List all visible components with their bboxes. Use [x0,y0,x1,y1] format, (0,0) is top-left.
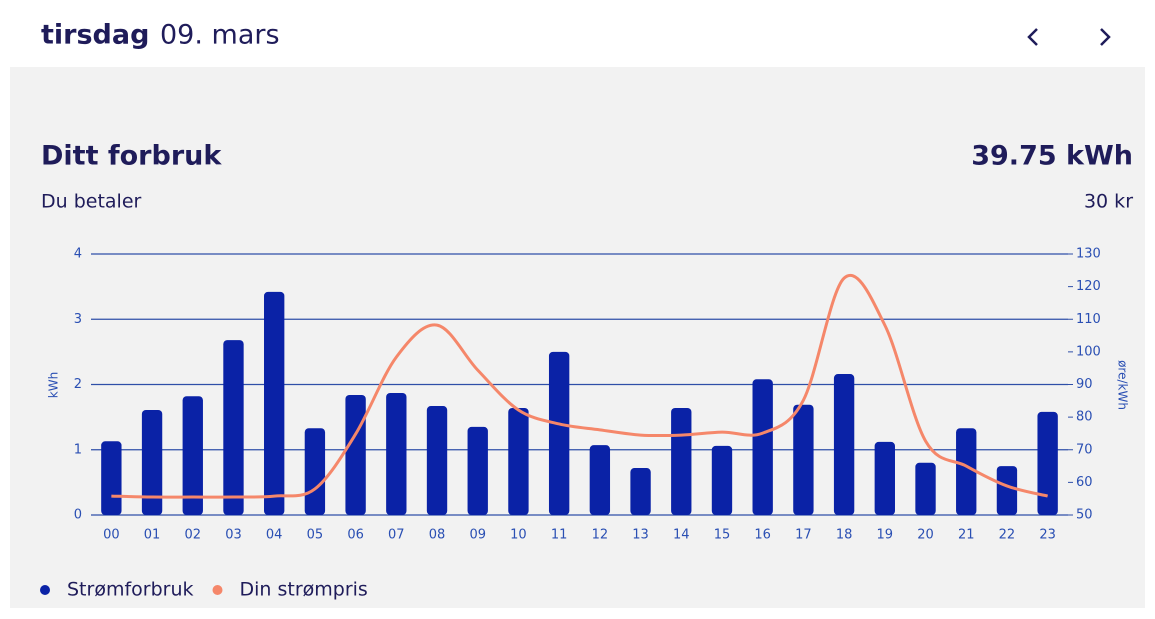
x-tick-label: 20 [917,528,934,543]
x-tick-label: 04 [266,528,283,543]
x-tick-label: 08 [429,528,446,543]
bar [874,441,895,515]
x-tick-label: 22 [999,528,1016,543]
pay-label: Du betaler [41,191,142,213]
bar [101,441,122,515]
y2-tick-label: 70 [1076,442,1093,457]
next-day[interactable] [1100,28,1111,46]
y2-tick-label: 90 [1076,377,1093,392]
x-tick-label: 10 [510,528,527,543]
x-tick-label: 19 [877,528,894,543]
summary-title: Ditt forbruk [41,141,222,172]
x-tick-label: 16 [754,528,771,543]
bar [793,404,814,515]
y-tick-label: 0 [74,508,82,523]
bar [996,466,1018,515]
x-tick-label: 11 [551,528,568,543]
bar [386,392,407,515]
y-axis-title: kWh [47,372,61,398]
x-tick-label: 12 [592,528,609,543]
x-tick-label: 00 [103,528,120,543]
prev-day[interactable] [1027,28,1038,46]
bar [671,407,692,515]
bar [589,445,611,515]
x-tick-label: 03 [225,528,242,543]
legend-marker[interactable] [40,585,50,595]
x-tick-label: 05 [307,528,324,543]
legend-label[interactable]: Strømforbruk [67,579,194,601]
pay-amount: 30 kr [1084,191,1133,213]
bar [426,406,448,515]
x-tick-label: 15 [714,528,731,543]
y2-tick-label: 60 [1076,475,1093,490]
bar [915,462,936,515]
bar [956,428,977,515]
x-tick-label: 01 [144,528,161,543]
x-tick-label: 17 [795,528,812,543]
x-tick-label: 13 [632,528,649,543]
legend-marker[interactable] [212,585,223,595]
legend-label[interactable]: Din strømpris [240,579,368,601]
bar [548,351,570,515]
y2-tick-label: 50 [1076,508,1093,523]
bar [141,409,163,515]
panel [10,67,1145,608]
y2-tick-label: 130 [1076,247,1101,262]
bar [467,426,488,515]
y-tick-label: 4 [74,247,82,262]
y2-axis-title: øre/kWh [1116,360,1130,410]
x-tick-label: 23 [1039,528,1056,543]
bar [304,428,326,515]
x-tick-label: 18 [836,528,853,543]
x-tick-label: 14 [673,528,690,543]
x-tick-label: 07 [388,528,405,543]
x-tick-label: 02 [184,528,201,543]
bar [752,379,773,515]
bar [1037,411,1058,515]
x-tick-label: 21 [958,528,975,543]
bar [182,396,203,515]
x-tick-label: 09 [469,528,486,543]
y2-tick-label: 80 [1076,410,1093,425]
bar [508,407,529,515]
bar [264,291,285,515]
price-line [111,274,1049,499]
y2-tick-label: 120 [1076,279,1101,294]
bar [711,445,733,515]
bar [345,394,366,515]
bar [223,340,244,515]
date: 09. mars [160,20,280,51]
weekday: tirsdag [41,20,149,51]
summary-total: 39.75 kWh [971,141,1133,172]
y-tick-label: 2 [74,377,82,392]
bar [630,468,651,515]
y2-tick-label: 100 [1076,344,1101,359]
y2-tick-label: 110 [1076,312,1101,327]
bar [833,374,855,515]
y-tick-label: 3 [74,312,82,327]
x-tick-label: 06 [347,528,364,543]
y-tick-label: 1 [74,442,82,457]
